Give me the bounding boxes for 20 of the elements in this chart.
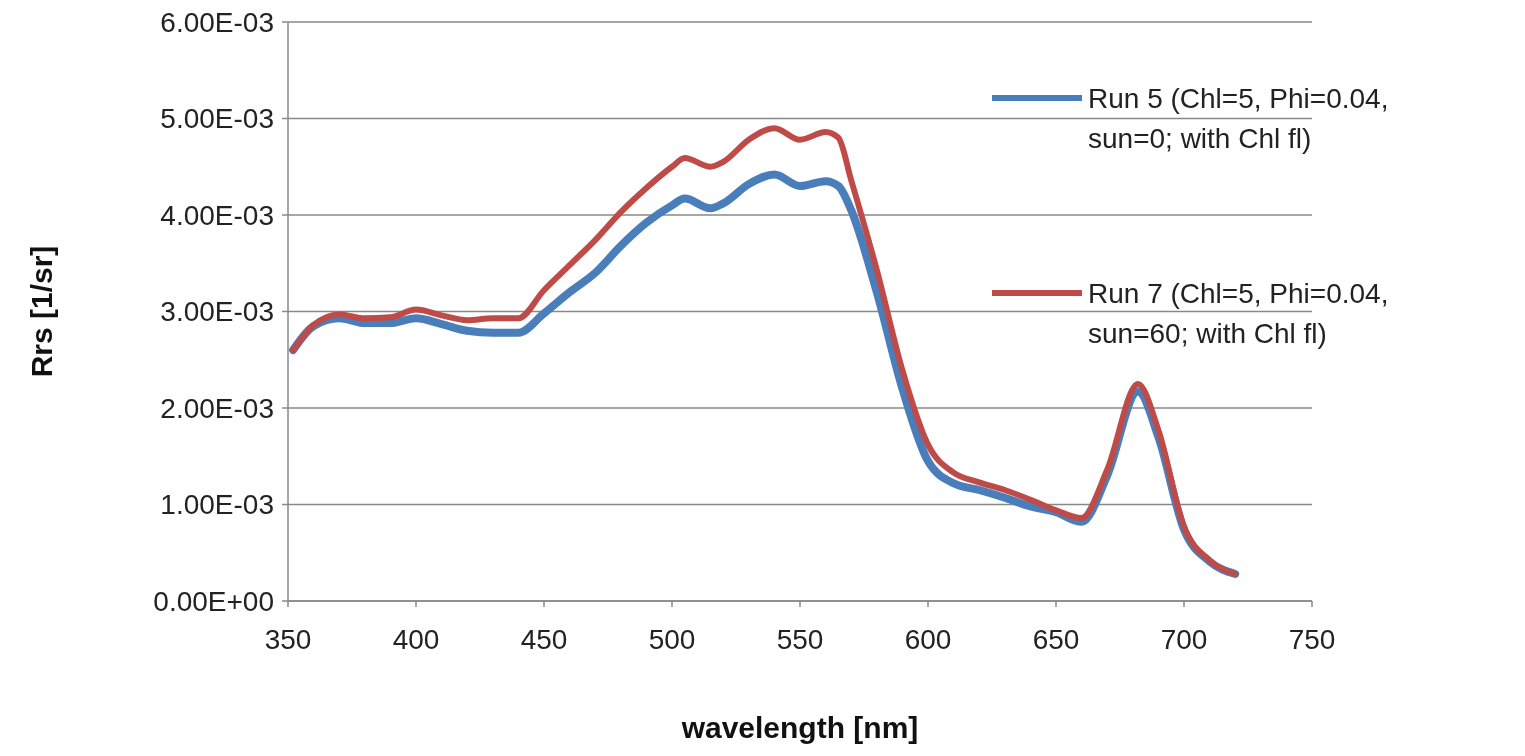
y-tick-label: 0.00E+00 [153,585,274,617]
x-tick-label: 400 [392,624,440,655]
y-tick-label: 1.00E-03 [160,489,274,521]
x-axis-title: wavelength [nm] [680,711,919,744]
x-tick-label: 650 [1032,624,1080,655]
x-tick-label: 600 [904,624,952,655]
y-axis-title: Rrs [1/sr] [25,245,58,378]
x-tick-label: 500 [648,624,696,655]
legend-label: Run 7 (Chl=5, Phi=0.04, sun=60; with Chl fl) [1088,277,1389,349]
x-tick-label: 450 [520,624,568,655]
y-tick-label: 4.00E-03 [160,199,274,231]
y-tick-label: 6.00E-03 [160,6,274,38]
y-tick-label: 2.00E-03 [160,392,274,424]
legend-label: Run 5 (Chl=5, Phi=0.04, sun=0; with Chl fl) [1088,82,1389,154]
x-tick-label: 700 [1160,624,1208,655]
x-tick-label: 750 [1288,624,1336,655]
y-tick-label: 5.00E-03 [160,103,274,135]
x-tick-label: 550 [776,624,824,655]
y-tick-label: 3.00E-03 [160,296,274,328]
x-tick-label: 350 [264,624,312,655]
